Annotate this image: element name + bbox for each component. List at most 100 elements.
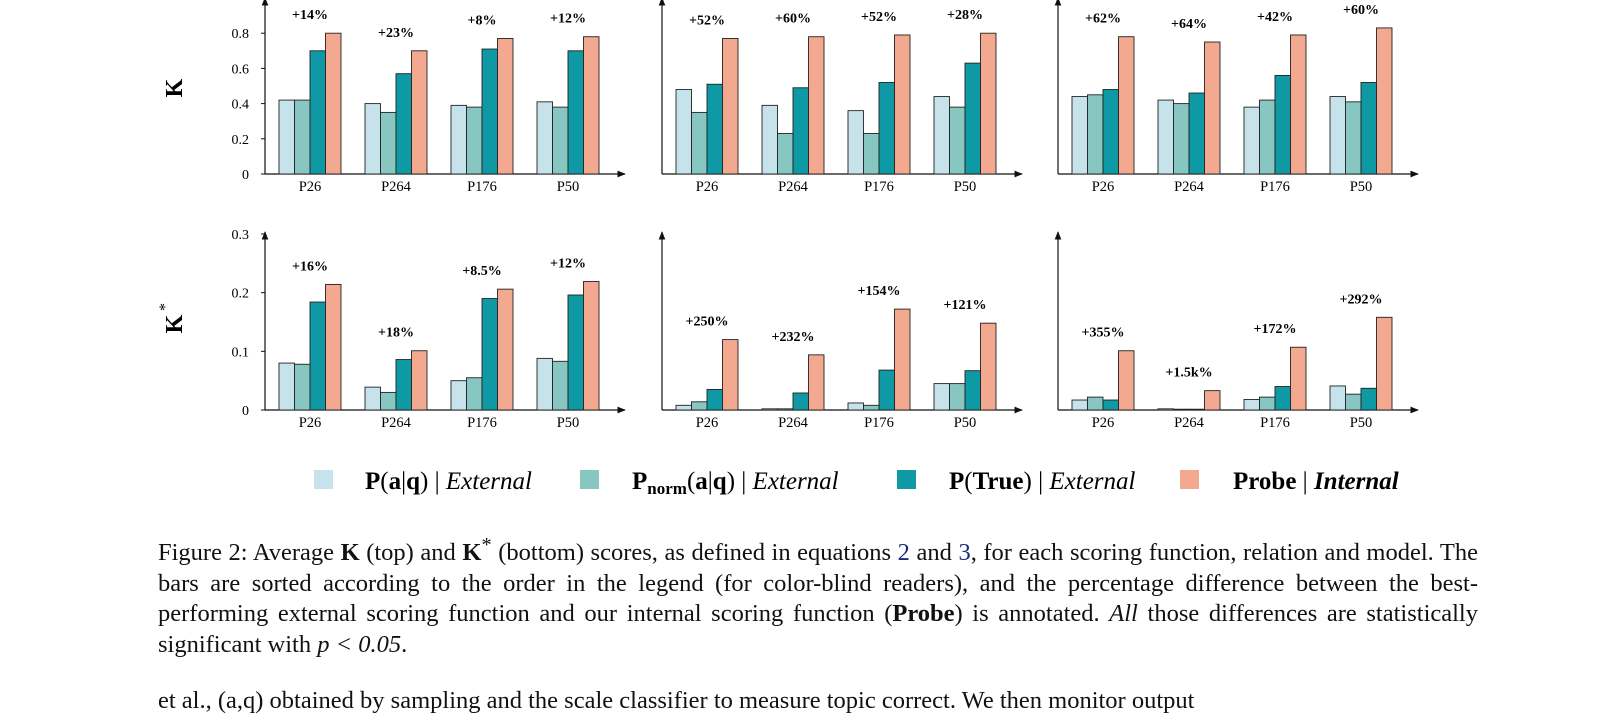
bar bbox=[481, 298, 498, 411]
x-tick-label: P50 bbox=[557, 179, 580, 195]
bar bbox=[450, 104, 467, 175]
bar bbox=[949, 106, 966, 175]
bar bbox=[466, 377, 483, 411]
bar bbox=[1102, 399, 1119, 411]
bar bbox=[878, 369, 895, 411]
bar bbox=[847, 110, 864, 175]
bar bbox=[878, 82, 895, 175]
bar bbox=[1290, 34, 1307, 175]
bar bbox=[364, 103, 381, 175]
bar bbox=[1188, 92, 1205, 175]
y-tick-label: 0.6 bbox=[232, 62, 250, 77]
bar bbox=[583, 281, 600, 411]
x-tick-label: P176 bbox=[467, 415, 497, 431]
panel-kstar-3: P26 +355% P264 +1.5k% P176 +172% P50 +292% bbox=[1054, 231, 1419, 431]
bar bbox=[1087, 396, 1104, 411]
bar bbox=[792, 87, 809, 175]
bar bbox=[497, 38, 514, 175]
x-tick-label: P26 bbox=[299, 415, 322, 431]
svg-text:*: * bbox=[157, 303, 174, 311]
panel-kstar-2: P26 +250% P264 +232% P176 +154% P50 +121% bbox=[658, 231, 1023, 431]
bar bbox=[1376, 27, 1393, 175]
caption-all: All bbox=[1109, 600, 1138, 628]
panel-k-3: P26 +62% P264 +64% P176 +42% P50 +60% bbox=[1054, 0, 1419, 195]
bar bbox=[1329, 96, 1346, 175]
x-tick-label: P26 bbox=[1092, 415, 1115, 431]
bar bbox=[691, 111, 708, 175]
bar bbox=[1204, 390, 1221, 411]
x-tick-label: P176 bbox=[864, 415, 894, 431]
body-text-cutoff: et al., (a,q) obtained by sampling and t… bbox=[158, 687, 1195, 714]
x-tick-label: P50 bbox=[1350, 415, 1373, 431]
bar bbox=[949, 383, 966, 411]
bar bbox=[567, 294, 584, 411]
x-tick-label: P264 bbox=[1174, 415, 1205, 431]
figure-svg: 0 0.2 0.4 0.6 0.8 P26 +14% P264 +23% P176 +8% P50 +1… bbox=[157, 0, 1419, 498]
bar bbox=[980, 322, 997, 411]
x-tick-label: P50 bbox=[1350, 179, 1373, 195]
bar-annotation: +28% bbox=[947, 8, 983, 23]
bar bbox=[1274, 74, 1291, 175]
bar bbox=[1259, 99, 1276, 175]
svg-text:K: K bbox=[162, 314, 188, 333]
bar-annotation: +250% bbox=[686, 315, 729, 330]
bar-annotation: +172% bbox=[1254, 322, 1297, 337]
bar bbox=[466, 106, 483, 175]
bar bbox=[1157, 99, 1174, 175]
legend-swatch-probe bbox=[1180, 470, 1199, 489]
bar-annotation: +292% bbox=[1340, 292, 1383, 307]
bar-annotation: +8% bbox=[468, 13, 497, 28]
legend-label-probe: Probe | Internal bbox=[1233, 468, 1399, 495]
bar bbox=[1345, 393, 1362, 411]
bar bbox=[964, 370, 981, 411]
x-tick-label: P176 bbox=[467, 179, 497, 195]
equation-ref-3[interactable]: 3 bbox=[958, 539, 971, 567]
bar-annotation: +64% bbox=[1171, 17, 1207, 32]
bar bbox=[808, 36, 825, 175]
bar bbox=[894, 308, 911, 411]
bar bbox=[583, 36, 600, 175]
bar-annotation: +23% bbox=[378, 26, 414, 41]
x-tick-label: P264 bbox=[1174, 179, 1205, 195]
bar bbox=[1118, 350, 1135, 411]
bar-annotation: +16% bbox=[292, 259, 328, 274]
x-tick-label: P26 bbox=[696, 179, 719, 195]
bar bbox=[761, 408, 778, 411]
bar bbox=[675, 404, 692, 411]
equation-ref-2[interactable]: 2 bbox=[897, 539, 910, 567]
x-tick-label: P264 bbox=[778, 415, 809, 431]
bar-annotation: +355% bbox=[1082, 326, 1125, 341]
bar bbox=[278, 362, 295, 411]
bar-annotation: +121% bbox=[944, 298, 987, 313]
y-tick-label: 0.8 bbox=[232, 27, 250, 42]
x-tick-label: P264 bbox=[778, 179, 809, 195]
bar bbox=[364, 386, 381, 411]
bar-annotation: +1.5k% bbox=[1165, 366, 1212, 381]
bar bbox=[863, 404, 880, 411]
bar-annotation: +52% bbox=[689, 13, 725, 28]
y-tick-label: 0.4 bbox=[232, 98, 250, 113]
x-tick-label: P26 bbox=[1092, 179, 1115, 195]
bar bbox=[294, 99, 311, 175]
bar bbox=[863, 133, 880, 175]
row-label-kstar: K * bbox=[157, 303, 188, 333]
bar bbox=[497, 288, 514, 411]
bar-annotation: +14% bbox=[292, 8, 328, 23]
bar bbox=[1087, 94, 1104, 175]
x-tick-label: P26 bbox=[696, 415, 719, 431]
bar bbox=[1243, 106, 1260, 175]
x-tick-label: P176 bbox=[1260, 415, 1290, 431]
bar bbox=[380, 391, 397, 411]
bar bbox=[309, 50, 326, 175]
bar bbox=[536, 101, 553, 175]
bar bbox=[278, 99, 295, 175]
bar bbox=[933, 383, 950, 411]
bar bbox=[808, 354, 825, 411]
bar-annotation: +8.5% bbox=[462, 264, 501, 279]
bar-annotation: +232% bbox=[772, 330, 815, 345]
bar-annotation: +60% bbox=[1343, 3, 1379, 18]
bar-annotation: +52% bbox=[861, 10, 897, 25]
bar bbox=[1290, 346, 1307, 411]
bar bbox=[411, 350, 428, 411]
bar bbox=[1345, 101, 1362, 175]
